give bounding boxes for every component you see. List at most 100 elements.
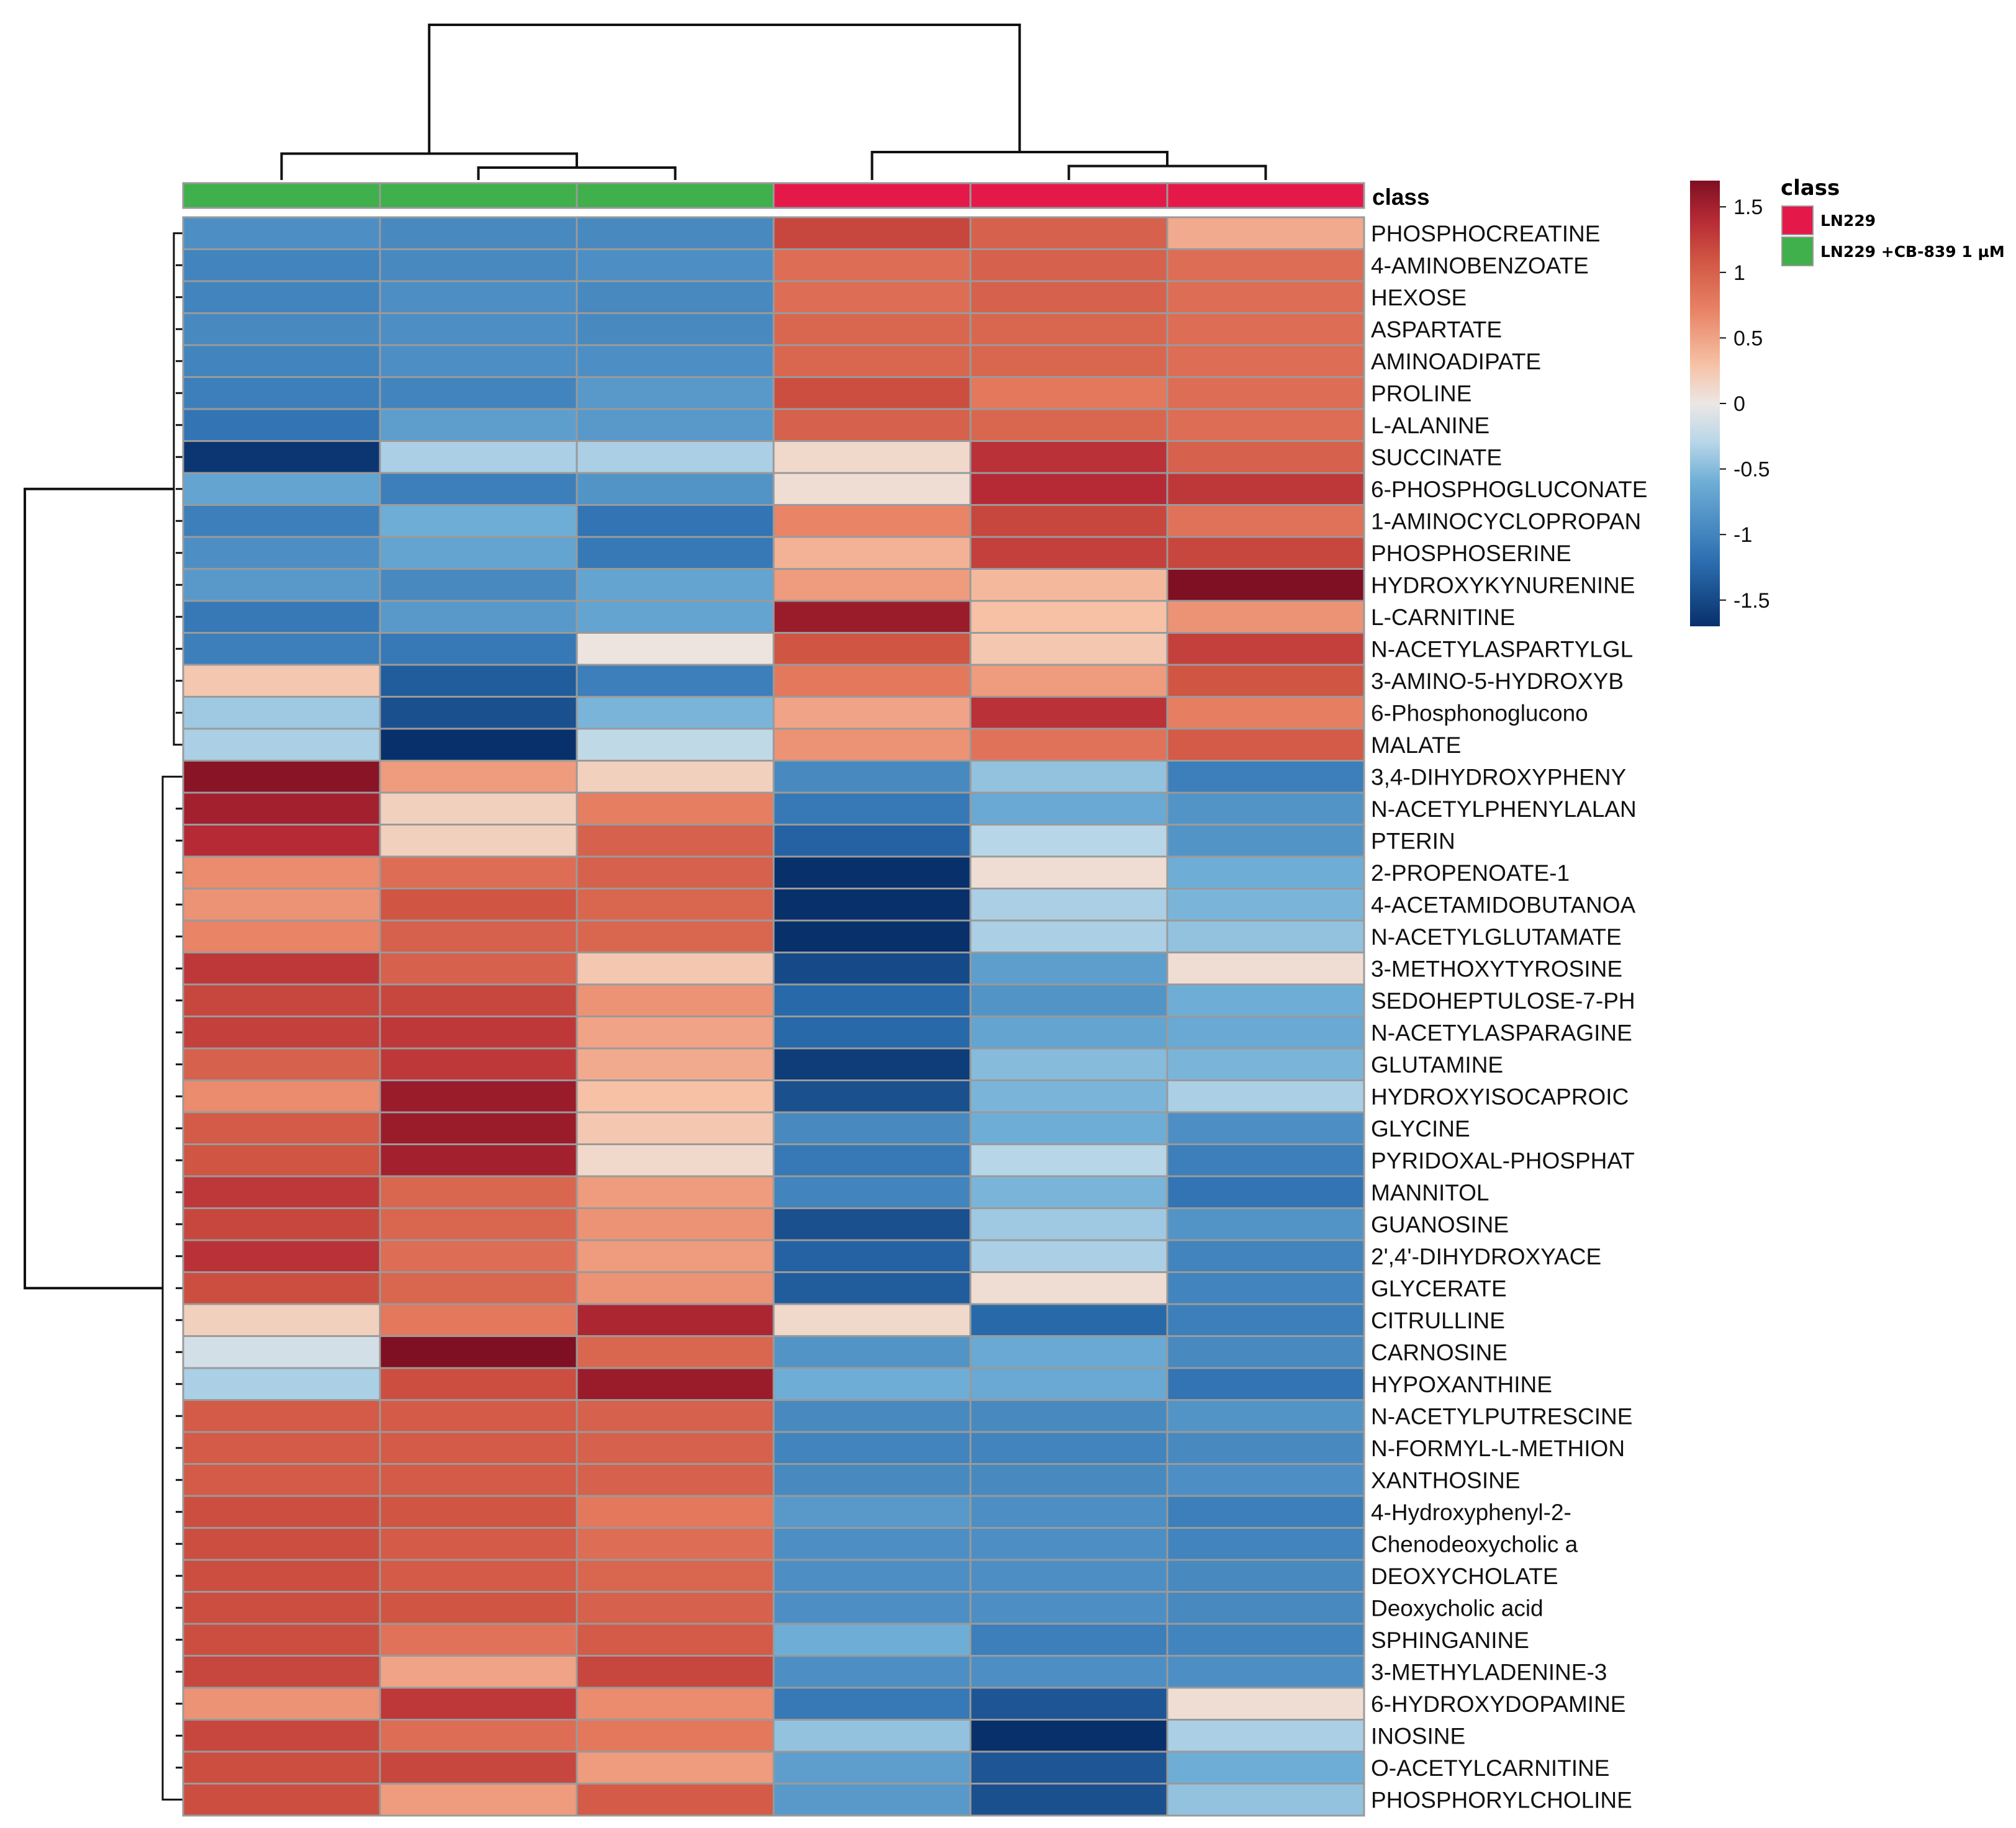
- heatmap-cell: [182, 440, 381, 474]
- heatmap-cell: [772, 1335, 972, 1369]
- heatmap-cell: [1166, 1271, 1365, 1305]
- heatmap-cell: [576, 1431, 775, 1465]
- heatmap-cell: [576, 983, 775, 1017]
- heatmap-cell: [772, 1079, 972, 1114]
- row-label: PTERIN: [1371, 828, 1455, 853]
- heatmap-cell: [182, 1431, 381, 1465]
- heatmap-cell: [182, 919, 381, 953]
- heatmap-cell: [379, 1495, 578, 1529]
- heatmap-cell: [576, 727, 775, 762]
- row-label: Chenodeoxycholic a: [1371, 1531, 1578, 1557]
- heatmap-cell: [772, 1143, 972, 1177]
- heatmap-cell: [182, 248, 381, 282]
- heatmap-cell: [969, 1367, 1168, 1401]
- heatmap-cell: [969, 600, 1168, 634]
- heatmap-cell: [772, 472, 972, 506]
- color-scale-ticks: 1.5 1 0.5 0 -0.5 -1 -1.5: [1720, 196, 1770, 613]
- heatmap-cell: [379, 1591, 578, 1625]
- heatmap-cell: [1166, 760, 1365, 794]
- heatmap-cell: [1166, 855, 1365, 889]
- heatmap-cell: [1166, 1239, 1365, 1273]
- heatmap-cell: [182, 1175, 381, 1209]
- heatmap-cell: [772, 1175, 972, 1209]
- row-label: MALATE: [1371, 732, 1461, 758]
- heatmap-cell: [1166, 1783, 1365, 1817]
- row-label: MANNITOL: [1371, 1180, 1489, 1205]
- heatmap-cell: [576, 1783, 775, 1817]
- row-label: 3,4-DIHYDROXYPHENY: [1371, 764, 1626, 790]
- scale-tick-label: -1: [1733, 523, 1752, 547]
- class-legend-swatch: [1781, 236, 1814, 266]
- heatmap-cell: [1166, 952, 1365, 986]
- heatmap-cell: [379, 664, 578, 698]
- heatmap-cell: [576, 248, 775, 282]
- heatmap-cell: [969, 632, 1168, 666]
- row-label: INOSINE: [1371, 1723, 1465, 1749]
- heatmap-cell: [379, 600, 578, 634]
- heatmap-cell: [772, 1015, 972, 1050]
- heatmap-cell: [576, 440, 775, 474]
- heatmap-cell: [379, 1655, 578, 1689]
- heatmap-cell: [1166, 600, 1365, 634]
- row-label: L-ALANINE: [1371, 413, 1489, 438]
- class-bar-cell: [379, 182, 578, 209]
- heatmap-cell: [379, 1143, 578, 1177]
- heatmap-cell: [772, 1047, 972, 1081]
- heatmap-cell: [772, 1783, 972, 1817]
- heatmap-cell: [576, 504, 775, 538]
- heatmap-cell: [969, 824, 1168, 858]
- row-label: HYDROXYISOCAPROIC: [1371, 1084, 1629, 1109]
- heatmap-cell: [182, 632, 381, 666]
- heatmap-cell: [576, 1559, 775, 1593]
- heatmap-cell: [1166, 1367, 1365, 1401]
- heatmap-cell: [379, 888, 578, 922]
- heatmap-cell: [576, 376, 775, 410]
- heatmap-cell: [969, 1015, 1168, 1050]
- heatmap-cell: [379, 1686, 578, 1721]
- heatmap-cell: [576, 280, 775, 314]
- heatmap-cell: [379, 408, 578, 442]
- heatmap-cell: [576, 1750, 775, 1785]
- heatmap-cell: [379, 440, 578, 474]
- row-label: DEOXYCHOLATE: [1371, 1564, 1558, 1589]
- dendrogram-branch: [161, 775, 176, 1801]
- heatmap-cell: [576, 664, 775, 698]
- heatmap-cell: [576, 408, 775, 442]
- dendrogram-branch: [24, 487, 174, 1290]
- heatmap-cell: [1166, 1559, 1365, 1593]
- heatmap-cell: [182, 568, 381, 602]
- heatmap-cell: [576, 312, 775, 346]
- row-label: N-ACETYLGLUTAMATE: [1371, 924, 1622, 950]
- row-label: SEDOHEPTULOSE-7-PH: [1371, 988, 1635, 1014]
- heatmap-cell: [969, 696, 1168, 730]
- heatmap-cell: [576, 472, 775, 506]
- heatmap-cell: [1166, 1079, 1365, 1114]
- heatmap-cell: [772, 983, 972, 1017]
- heatmap-cell: [772, 1750, 972, 1785]
- heatmap-cell: [576, 1399, 775, 1433]
- heatmap-cell: [379, 1079, 578, 1114]
- heatmap-cell: [379, 280, 578, 314]
- heatmap-cell: [379, 1239, 578, 1273]
- heatmap-cell: [379, 696, 578, 730]
- row-label: N-ACETYLASPARAGINE: [1371, 1020, 1632, 1045]
- heatmap-cell: [379, 1367, 578, 1401]
- heatmap-cell: [1166, 1591, 1365, 1625]
- scale-tick-label: 0: [1733, 392, 1745, 416]
- heatmap-cell: [772, 568, 972, 602]
- heatmap-cell: [576, 1591, 775, 1625]
- class-legend: class LN229 LN229 +CB-839 1 µM: [1781, 176, 2005, 266]
- heatmap-cell: [379, 1750, 578, 1785]
- scale-tick-label: 1.5: [1733, 196, 1763, 219]
- heatmap-cell: [379, 504, 578, 538]
- heatmap-cell: [182, 983, 381, 1017]
- heatmap-cell: [772, 727, 972, 762]
- row-label: 6-HYDROXYDOPAMINE: [1371, 1691, 1626, 1717]
- heatmap-cell: [182, 472, 381, 506]
- heatmap-cell: [969, 1495, 1168, 1529]
- heatmap-cell: [772, 919, 972, 953]
- heatmap-cell: [379, 1399, 578, 1433]
- dendrogram-branch: [173, 232, 176, 746]
- heatmap-cell: [576, 536, 775, 570]
- row-label: GLYCERATE: [1371, 1276, 1507, 1301]
